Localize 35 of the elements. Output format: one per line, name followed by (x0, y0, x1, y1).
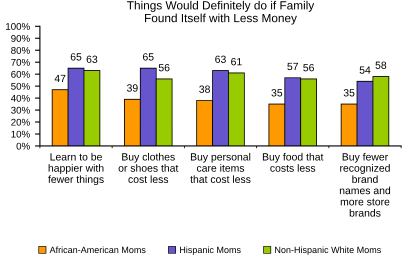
data-label: 65 (70, 53, 82, 61)
data-label: 35 (271, 89, 282, 96)
data-label: 65 (142, 53, 154, 61)
y-tick-label: 60% (11, 70, 30, 78)
data-label: 61 (231, 58, 242, 66)
legend-label: Hispanic Moms (180, 246, 241, 255)
y-tick-label: 90% (11, 35, 30, 42)
data-label: 63 (86, 56, 98, 63)
data-label: 56 (303, 64, 314, 72)
data-label: 38 (199, 86, 210, 93)
y-tick-label: 50% (11, 82, 30, 90)
data-label: 39 (126, 84, 138, 92)
y-tick-label: 100% (6, 23, 30, 30)
x-tick-label: Buy food that costs less (262, 152, 324, 172)
data-label: 57 (287, 62, 298, 70)
legend-label: African-American Moms (50, 246, 146, 254)
x-tick-label: Buy personal care items that cost less (190, 152, 251, 183)
data-label: 56 (158, 64, 170, 72)
y-tick-label: 20% (11, 118, 30, 126)
y-tick-label: 40% (10, 94, 30, 102)
data-label: 54 (360, 66, 370, 74)
y-tick-label: 0% (16, 142, 30, 150)
data-label: 63 (215, 56, 226, 63)
data-label: 58 (375, 62, 386, 69)
data-label: 47 (54, 74, 66, 82)
x-tick-label: Learn to be happier with fewer things (48, 152, 104, 186)
y-tick-label: 80% (11, 46, 30, 54)
chart-title: Things Would Definitely do if Family Found Itself with Less Money (127, 0, 314, 25)
y-tick-label: 70% (11, 58, 30, 66)
y-tick-label: 10% (11, 130, 30, 138)
x-tick-label: Buy clothes or shoes that cost less (118, 152, 178, 183)
legend-label: Non-Hispanic White Moms (275, 246, 381, 255)
data-label: 35 (344, 89, 354, 96)
y-tick-label: 30% (11, 106, 30, 114)
x-tick-label: Buy fewer recognized brand names and more store brands (340, 152, 390, 217)
